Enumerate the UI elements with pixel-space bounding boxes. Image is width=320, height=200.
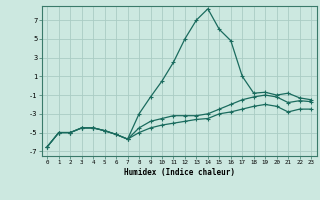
X-axis label: Humidex (Indice chaleur): Humidex (Indice chaleur) xyxy=(124,168,235,177)
